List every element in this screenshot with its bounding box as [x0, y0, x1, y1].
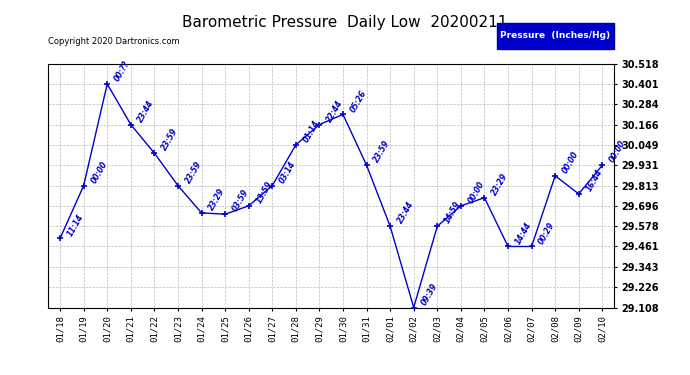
- Text: 14:59: 14:59: [443, 200, 462, 225]
- Text: 03:59: 03:59: [230, 188, 250, 213]
- Text: 05:26: 05:26: [348, 88, 368, 114]
- Text: 23:29: 23:29: [490, 172, 510, 197]
- Text: 23:59: 23:59: [372, 139, 392, 165]
- Text: 23:29: 23:29: [207, 187, 227, 212]
- Text: Copyright 2020 Dartronics.com: Copyright 2020 Dartronics.com: [48, 38, 180, 46]
- Text: Barometric Pressure  Daily Low  20200211: Barometric Pressure Daily Low 20200211: [182, 15, 508, 30]
- Text: 03:14: 03:14: [278, 160, 297, 185]
- Text: 13:59: 13:59: [254, 180, 274, 205]
- Text: 00:00: 00:00: [608, 139, 628, 165]
- Text: 23:59: 23:59: [160, 127, 179, 152]
- Text: 11:14: 11:14: [66, 212, 86, 238]
- Text: 00:00: 00:00: [561, 150, 580, 175]
- Text: 00:29: 00:29: [537, 220, 557, 246]
- Text: Pressure  (Inches/Hg): Pressure (Inches/Hg): [500, 31, 611, 40]
- Text: 01:14: 01:14: [302, 119, 321, 144]
- Text: 23:44: 23:44: [137, 99, 156, 124]
- Text: 00:??: 00:??: [112, 59, 132, 83]
- Text: 09:39: 09:39: [420, 282, 439, 307]
- Text: 23:44: 23:44: [395, 200, 415, 225]
- Text: 14:44: 14:44: [513, 220, 533, 246]
- Text: 00:00: 00:00: [89, 160, 109, 185]
- Text: 00:00: 00:00: [466, 180, 486, 205]
- Text: 23:59: 23:59: [184, 160, 204, 185]
- Text: 22:44: 22:44: [325, 99, 345, 124]
- Text: 16:44: 16:44: [584, 168, 604, 193]
